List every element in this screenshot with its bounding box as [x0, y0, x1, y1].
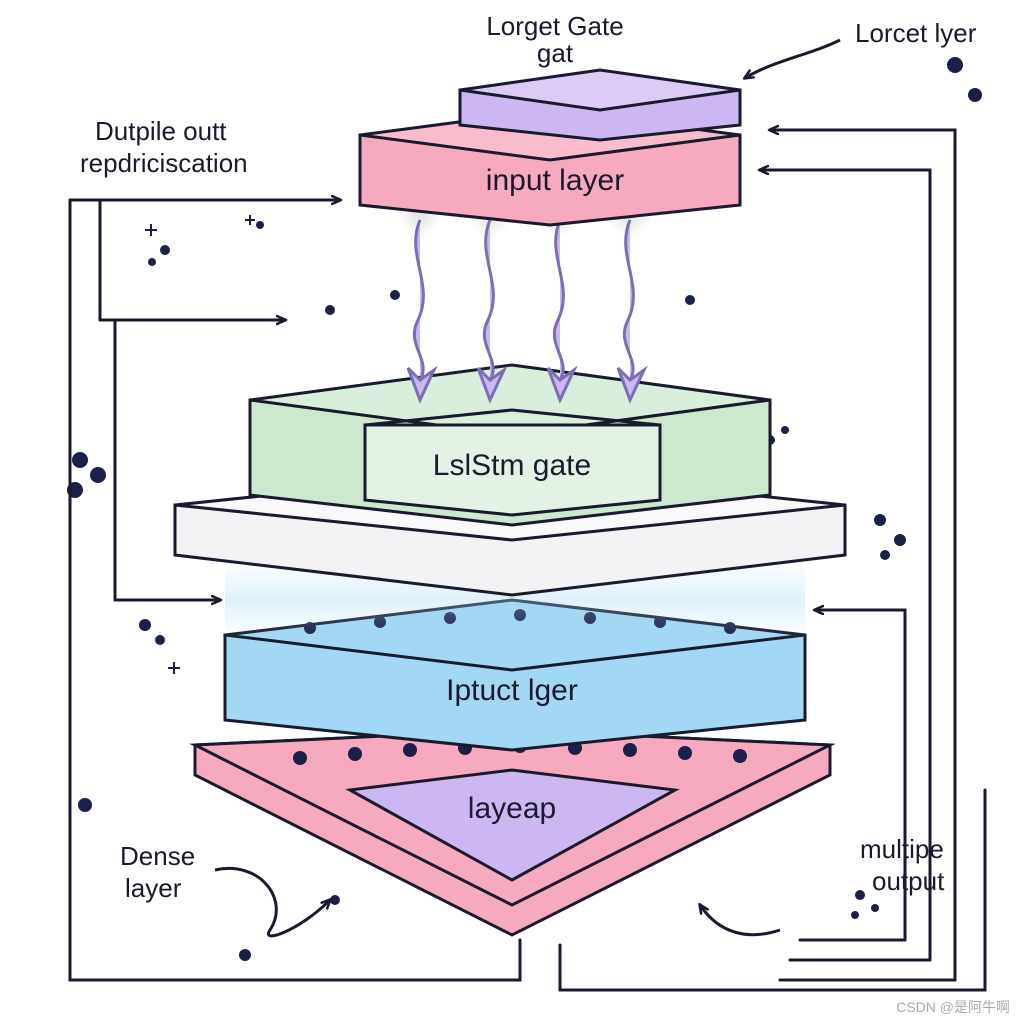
multipe-arrow — [700, 905, 780, 935]
lorget-gate-label: Lorget Gate — [486, 11, 623, 41]
bottom-layer-label: layeap — [468, 792, 556, 825]
lstm-layer-label: LslStm gate — [433, 449, 591, 482]
watermark: CSDN @是阿牛啊 — [896, 999, 1010, 1015]
lorcet-arrow — [745, 40, 840, 78]
dense-layer-label2: layer — [125, 873, 182, 903]
dense-layer-label1: Dense — [120, 841, 195, 871]
lstm-layer: LslStm gate — [250, 365, 770, 525]
dutpile-label-line2: repdriciscation — [80, 148, 248, 178]
lorget-gate-label2: gat — [537, 38, 574, 68]
lorcet-lyer-label: Lorcet lyer — [855, 18, 977, 48]
bottom-layer: layeap — [195, 730, 830, 935]
multipe-label2: output — [872, 866, 945, 896]
dutpile-label-line1: Dutpile outt — [95, 116, 227, 146]
input-layer-label: input layer — [486, 164, 624, 197]
dense-arrow — [215, 868, 330, 935]
top-small-layer — [460, 70, 740, 140]
iptuct-layer-label: Iptuct lger — [446, 674, 578, 707]
